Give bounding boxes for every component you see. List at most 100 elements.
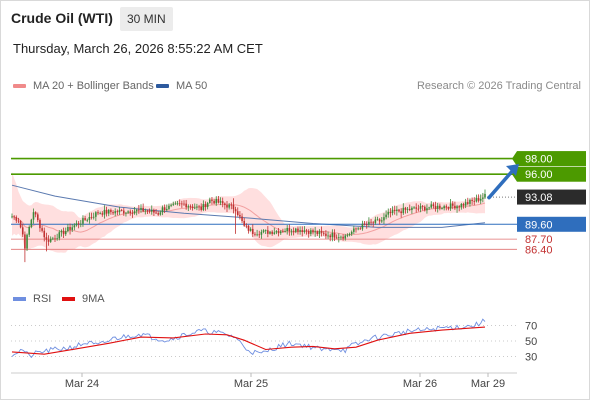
candle-body — [404, 207, 407, 210]
candle-body — [110, 209, 112, 213]
candle-body — [475, 198, 478, 202]
candle-body — [193, 207, 196, 209]
candle-body — [473, 200, 476, 202]
level-label-86.40: 86.40 — [525, 244, 553, 256]
candle-body — [196, 206, 198, 208]
candle-body — [479, 198, 482, 201]
ma50-line — [11, 184, 486, 228]
candle-body — [54, 238, 56, 240]
candle-body — [262, 230, 265, 232]
header: Crude Oil (WTI) 30 MIN — [0, 0, 590, 36]
candle-body — [37, 214, 39, 221]
candle-body — [144, 210, 147, 212]
candle-body — [254, 233, 256, 235]
forecast-arrow-head — [506, 164, 519, 177]
level-tag-89.60 — [517, 216, 586, 232]
ma50-legend-label: MA 50 — [176, 80, 208, 92]
candle-body — [288, 228, 291, 232]
candle-body — [381, 220, 383, 222]
rsi-ma9-line — [11, 326, 486, 355]
candle-body — [365, 224, 368, 226]
candle-body — [318, 231, 321, 234]
candle-body — [329, 235, 331, 238]
candle-body — [45, 237, 48, 240]
candle-body — [445, 206, 448, 208]
candle-body — [372, 222, 374, 224]
candle-body — [295, 228, 297, 232]
candle-body — [249, 228, 252, 231]
candle-body — [385, 214, 387, 218]
candle-body — [428, 207, 430, 209]
legend-ma9: 9MA — [62, 293, 105, 305]
level-label-98.00: 98.00 — [525, 154, 553, 166]
candle-body — [374, 219, 377, 223]
candle-body — [320, 231, 323, 233]
bollinger-band — [12, 171, 485, 253]
candle-body — [221, 201, 224, 204]
candle-body — [204, 203, 207, 208]
candle-body — [359, 228, 362, 230]
candle-body — [402, 207, 405, 214]
rsi-tick-30: 30 — [525, 352, 537, 364]
candle-body — [71, 227, 73, 230]
candle-body — [264, 230, 267, 232]
candle-body — [245, 225, 248, 227]
candle-body — [219, 201, 222, 203]
candle-body — [424, 206, 426, 211]
candle-body — [469, 199, 471, 204]
candle-body — [350, 231, 353, 235]
timeframe-button[interactable]: 30 MIN — [120, 7, 173, 31]
candle-body — [187, 206, 190, 208]
candle-body — [398, 209, 400, 212]
candle-body — [178, 203, 181, 205]
candle-body — [342, 236, 344, 239]
candle-body — [92, 216, 95, 218]
candle-body — [383, 217, 385, 221]
candle-body — [284, 231, 286, 232]
candle-body — [88, 216, 91, 220]
candle-body — [361, 223, 364, 229]
candle-body — [413, 207, 415, 209]
candle-body — [64, 231, 67, 235]
candle-body — [97, 212, 99, 214]
candle-body — [232, 204, 235, 210]
candle-body — [408, 208, 411, 211]
candle-body — [200, 206, 202, 210]
candle-body — [230, 204, 233, 206]
candle-body — [15, 217, 18, 221]
candle-body — [434, 206, 437, 209]
candle-body — [123, 210, 125, 214]
candle-body — [267, 230, 269, 234]
level-label-93.08: 93.08 — [525, 192, 553, 204]
candle-body — [331, 232, 334, 238]
candle-body — [269, 231, 271, 234]
candle-body — [314, 231, 316, 233]
candle-body — [183, 203, 185, 205]
candle-body — [215, 198, 218, 204]
candle-body — [454, 205, 456, 209]
rsi-tick-50: 50 — [525, 336, 537, 348]
rsi-swatch — [13, 297, 26, 302]
candle-body — [56, 238, 58, 240]
candle-body — [47, 239, 50, 242]
level-tag-93.08 — [517, 189, 586, 205]
candle-body — [131, 213, 134, 215]
candle-body — [105, 209, 108, 214]
candle-body — [67, 227, 69, 232]
date-line: Thursday, March 26, 2026 8:55:22 AM CET — [13, 41, 263, 56]
candle-body — [396, 209, 398, 212]
candle-body — [378, 219, 381, 222]
candle-body — [176, 203, 179, 205]
candle-body — [305, 230, 308, 232]
candle-body — [103, 209, 106, 215]
candle-body — [80, 223, 82, 225]
candle-body — [226, 204, 228, 208]
candle-body — [292, 230, 295, 232]
candle-body — [389, 211, 392, 214]
candle-body — [419, 206, 422, 209]
candle-body — [260, 231, 263, 235]
candle-body — [211, 199, 213, 201]
candle-body — [116, 211, 119, 213]
candle-body — [447, 207, 450, 209]
